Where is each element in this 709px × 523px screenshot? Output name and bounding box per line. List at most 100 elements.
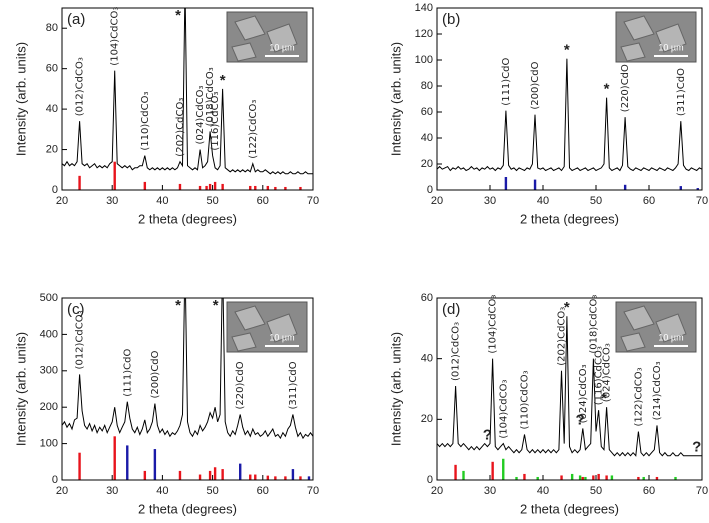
y-tick-label: 80 bbox=[46, 22, 58, 34]
reference-stick bbox=[581, 476, 584, 480]
peak-label: (012)CdCO₃ bbox=[75, 310, 86, 369]
reference-stick bbox=[655, 476, 659, 480]
frame bbox=[61, 297, 314, 481]
reference-stick bbox=[560, 475, 563, 480]
scale-label: 10 µm bbox=[658, 42, 683, 52]
y-tick-label: 20 bbox=[421, 413, 433, 425]
peak-label: (012)CdCO₃ bbox=[451, 322, 462, 381]
peak-label: (214)CdCO₃ bbox=[652, 361, 663, 420]
reference-stick bbox=[515, 476, 518, 480]
peak-label: (111)CdO bbox=[122, 349, 133, 397]
x-tick-label: 40 bbox=[537, 485, 549, 497]
x-tick-label: 70 bbox=[307, 195, 319, 207]
peak-label: (200)CdO bbox=[150, 350, 161, 398]
reference-stick bbox=[208, 470, 212, 480]
pattern-line bbox=[62, 8, 313, 175]
y-tick-label: 60 bbox=[421, 292, 433, 304]
peak-label: (122)CdCO₃ bbox=[248, 100, 259, 159]
reference-stick bbox=[221, 469, 224, 480]
y-tick-label: 60 bbox=[46, 63, 58, 75]
peak-label: (104)CdCO₃ bbox=[488, 295, 499, 354]
peak-label: (220)CdO bbox=[620, 64, 631, 112]
panel-label: (d) bbox=[442, 301, 460, 318]
reference-stick bbox=[597, 473, 600, 480]
peak-label: (202)CdCO₃ bbox=[557, 307, 568, 366]
scale-label: 10 µm bbox=[269, 42, 294, 52]
plot-area bbox=[62, 8, 313, 190]
y-tick-label: 0 bbox=[427, 184, 433, 196]
peak-marker: * bbox=[604, 81, 610, 98]
reference-stick bbox=[610, 475, 614, 480]
pattern-line bbox=[437, 316, 702, 457]
reference-stick bbox=[570, 473, 574, 480]
x-tick-label: 30 bbox=[106, 485, 118, 497]
reference-stick bbox=[299, 186, 302, 190]
sem-texture bbox=[620, 305, 687, 352]
reference-stick bbox=[674, 476, 677, 480]
scale-label: 10 µm bbox=[269, 332, 294, 342]
peak-marker: * bbox=[564, 42, 570, 59]
reference-stick bbox=[198, 185, 202, 190]
peak-label: (012)CdCO₃ bbox=[75, 57, 86, 116]
x-tick-label: 50 bbox=[206, 195, 218, 207]
panel-label: (b) bbox=[442, 11, 460, 28]
reference-stick bbox=[254, 185, 257, 190]
plot-area bbox=[437, 316, 702, 480]
y-tick-label: 0 bbox=[52, 474, 58, 486]
reference-stick bbox=[578, 475, 582, 480]
reference-stick bbox=[249, 474, 252, 480]
peak-marker: ? bbox=[576, 411, 585, 428]
reference-stick bbox=[208, 183, 212, 190]
x-tick-label: 50 bbox=[590, 485, 602, 497]
peak-label: (104)CdCO₃ bbox=[110, 7, 121, 66]
x-axis-label: 2 theta (degrees) bbox=[138, 211, 237, 226]
sem-texture bbox=[231, 305, 298, 352]
reference-stick bbox=[143, 181, 147, 190]
peak-label: (018)CdCO₃ bbox=[205, 67, 216, 126]
reference-stick bbox=[178, 470, 182, 480]
reference-stick bbox=[462, 470, 465, 480]
peak-label: (116)CdCO₃ bbox=[210, 92, 221, 151]
frame bbox=[436, 297, 703, 481]
reference-stick bbox=[178, 183, 182, 190]
y-tick-label: 60 bbox=[421, 106, 433, 118]
reference-stick bbox=[153, 449, 157, 480]
reference-stick bbox=[491, 461, 494, 480]
peak-label: (024)CdCO₃ bbox=[578, 364, 589, 423]
reference-stick bbox=[113, 161, 116, 190]
reference-stick bbox=[504, 177, 508, 190]
panel-label: (a) bbox=[67, 11, 85, 28]
x-axis-label: 2 theta (degrees) bbox=[520, 501, 619, 516]
reference-stick bbox=[299, 476, 302, 480]
reference-stick bbox=[523, 473, 526, 480]
x-tick-label: 70 bbox=[307, 485, 319, 497]
peak-label: (220)CdO bbox=[235, 361, 246, 409]
peak-label: (104)CdCO₃ bbox=[498, 380, 509, 439]
plot-area bbox=[437, 58, 702, 190]
y-tick-label: 200 bbox=[40, 401, 58, 413]
x-tick-label: 40 bbox=[156, 195, 168, 207]
y-tick-label: 400 bbox=[40, 328, 58, 340]
peak-marker: ? bbox=[692, 439, 701, 456]
pattern-line bbox=[62, 298, 313, 440]
x-axis-label: 2 theta (degrees) bbox=[138, 501, 237, 516]
reference-stick bbox=[696, 188, 699, 190]
peak-marker: * bbox=[175, 297, 181, 314]
reference-stick bbox=[284, 186, 287, 190]
peak-marker: * bbox=[601, 390, 607, 407]
reference-stick bbox=[274, 476, 277, 480]
y-tick-label: 20 bbox=[46, 143, 58, 155]
x-tick-label: 30 bbox=[106, 195, 118, 207]
reference-stick bbox=[221, 183, 224, 190]
sem-texture bbox=[231, 15, 298, 62]
reference-stick bbox=[143, 470, 147, 480]
reference-stick bbox=[307, 476, 311, 480]
y-tick-label: 100 bbox=[40, 438, 58, 450]
reference-stick bbox=[584, 476, 587, 480]
x-tick-label: 30 bbox=[484, 485, 496, 497]
y-tick-label: 0 bbox=[427, 474, 433, 486]
reference-stick bbox=[205, 185, 208, 190]
peak-marker: * bbox=[213, 297, 219, 314]
